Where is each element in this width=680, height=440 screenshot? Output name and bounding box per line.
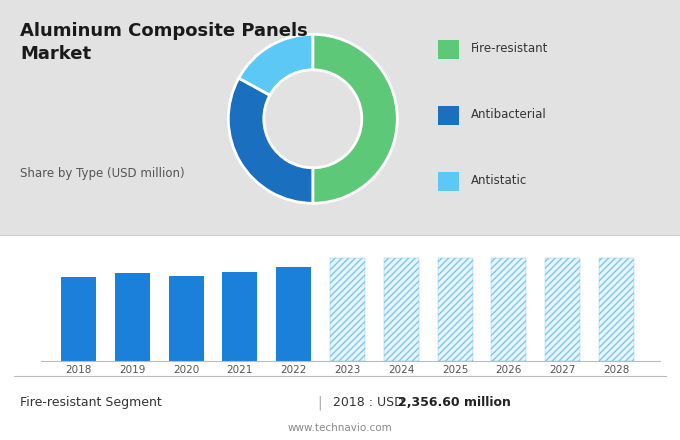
Text: |: |	[318, 396, 322, 410]
Wedge shape	[239, 34, 313, 95]
Bar	[222, 272, 257, 361]
Text: Aluminum Composite Panels
Market: Aluminum Composite Panels Market	[20, 22, 308, 63]
Bar	[61, 277, 96, 361]
Text: Fire-resistant Segment: Fire-resistant Segment	[20, 396, 162, 409]
Bar	[276, 267, 311, 361]
Bar	[330, 258, 365, 361]
Bar	[545, 258, 580, 361]
Text: 2,356.60 million: 2,356.60 million	[398, 396, 511, 409]
Bar	[115, 273, 150, 361]
Text: Share by Type (USD million): Share by Type (USD million)	[20, 167, 185, 180]
Bar	[599, 258, 634, 361]
Text: Antistatic: Antistatic	[471, 174, 528, 187]
Wedge shape	[313, 34, 397, 203]
FancyBboxPatch shape	[438, 172, 460, 191]
FancyBboxPatch shape	[438, 106, 460, 125]
Bar	[169, 276, 203, 361]
FancyBboxPatch shape	[438, 40, 460, 59]
Text: Antibacterial: Antibacterial	[471, 108, 547, 121]
Bar	[384, 258, 419, 361]
Bar	[438, 258, 473, 361]
Bar	[492, 258, 526, 361]
Text: 2018 : USD: 2018 : USD	[333, 396, 408, 409]
Wedge shape	[228, 78, 313, 203]
Text: www.technavio.com: www.technavio.com	[288, 423, 392, 433]
Text: Fire-resistant: Fire-resistant	[471, 42, 549, 55]
